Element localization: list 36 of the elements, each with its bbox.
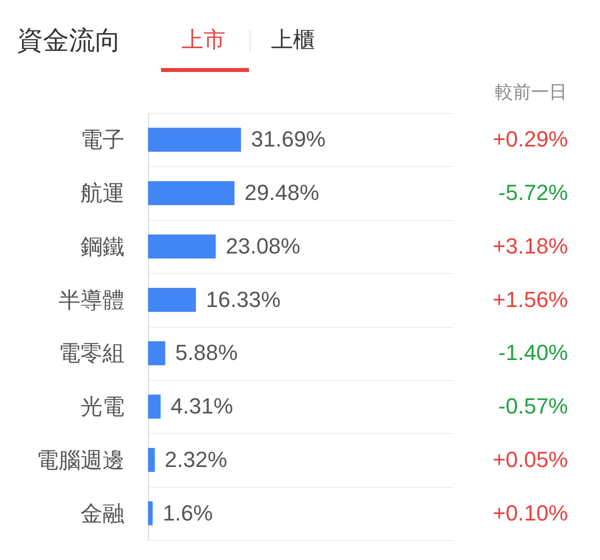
data-label: 29.48% xyxy=(244,180,320,206)
bar xyxy=(148,181,235,206)
data-label: 5.88% xyxy=(175,340,238,366)
data-label: 1.6% xyxy=(162,500,213,526)
text: 較前一日 xyxy=(495,82,567,102)
bar xyxy=(148,234,216,258)
text: -5.72% xyxy=(498,180,568,206)
data-label: 31.69% xyxy=(251,126,326,152)
y-tick-label: 電腦週邊 xyxy=(36,447,124,472)
y-tick-label: 電零組 xyxy=(58,340,124,366)
bar xyxy=(148,288,196,312)
y-tick-label: 光電 xyxy=(80,394,124,420)
text: -1.40% xyxy=(498,340,568,366)
text: +0.10% xyxy=(492,500,568,526)
data-label: 16.33% xyxy=(206,286,281,312)
data-label: 4.31% xyxy=(170,394,234,419)
text: +3.18% xyxy=(492,233,568,258)
text: +0.05% xyxy=(492,446,568,472)
text: -0.57% xyxy=(498,394,568,419)
y-tick-label: 鋼鐵 xyxy=(80,234,124,259)
bar xyxy=(148,128,241,152)
text: +1.56% xyxy=(492,286,568,312)
y-tick-label: 金融 xyxy=(80,500,124,526)
text: 上市 xyxy=(182,27,226,52)
bar xyxy=(148,394,161,419)
y-tick-label: 半導體 xyxy=(58,287,124,312)
bar xyxy=(148,341,166,366)
text: 上櫃 xyxy=(271,27,315,52)
y-tick-label: 電子 xyxy=(80,127,124,152)
y-tick-label: 航運 xyxy=(80,180,124,206)
bar xyxy=(148,501,153,526)
chart-title: 資金流向 xyxy=(17,25,121,55)
data-label: 23.08% xyxy=(226,233,300,258)
text: +0.29% xyxy=(492,126,568,152)
data-label: 2.32% xyxy=(164,446,228,472)
bar xyxy=(148,448,155,472)
